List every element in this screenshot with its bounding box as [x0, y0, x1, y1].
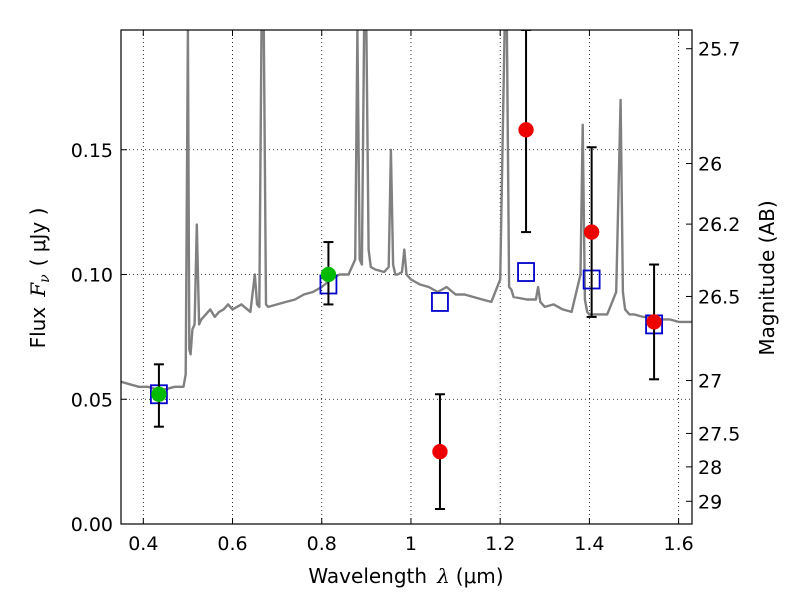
y-axis-label-sub: ν: [37, 274, 53, 283]
model-spectrum: [121, 30, 692, 391]
mag-tick-label: 26: [698, 153, 722, 175]
y-tick-label: 0.15: [71, 140, 113, 162]
plot-frame: [120, 29, 693, 525]
spectrum-line: [121, 30, 692, 391]
x-tick-label: 0.6: [217, 533, 247, 555]
mag-tick-label: 26.2: [698, 214, 740, 236]
mag-tick-label: 26.5: [698, 286, 740, 308]
x-axis-label-prefix: Wavelength: [308, 564, 427, 588]
y-axis-label: Flux Fν ( μJy ): [26, 208, 53, 349]
observed-flux-point: [432, 443, 448, 460]
y-axis-label-unit: ( μJy ): [26, 208, 50, 267]
mag-tick-label: 28: [698, 457, 722, 479]
mag-tick-label: 25.7: [698, 39, 740, 61]
photometry-points: [150, 30, 663, 511]
observed-flux-point: [518, 122, 534, 138]
x-tick-label: 0.4: [128, 533, 158, 555]
observed-flux-point: [320, 266, 337, 283]
mag-tick-label: 27: [698, 371, 722, 393]
x-tick-label: 1: [405, 533, 417, 555]
observed-flux-point: [151, 386, 167, 403]
x-tick-label: 0.8: [307, 533, 337, 555]
y-axis-label-prefix: Flux: [26, 307, 50, 349]
grid-lines: [121, 30, 692, 525]
observed-flux-point: [583, 224, 600, 240]
x-axis-label-lambda: λ: [436, 564, 450, 588]
axis-ticks: 0.4 0.6 0.8 1 1.2 1.4 1.6 0.00 0.05 0.10 0.15 25.7 2…: [71, 30, 740, 555]
y-axis-label-symbol: F: [26, 282, 50, 298]
x-axis-label: Wavelength λ (μm): [308, 564, 503, 588]
mag-tick-label: 29: [698, 491, 722, 513]
x-tick-label: 1.2: [485, 533, 515, 555]
x-tick-label: 1.6: [664, 533, 694, 555]
y2-axis-label: Magnitude (AB): [755, 200, 779, 355]
x-axis-label-unit: (μm): [456, 564, 504, 588]
x-tick-label: 1.4: [574, 533, 604, 555]
mag-tick-label: 27.5: [698, 423, 740, 445]
model-flux-square: [517, 262, 535, 282]
y-tick-label: 0.10: [71, 265, 113, 287]
y-tick-label: 0.05: [71, 389, 113, 411]
y-tick-label: 0.00: [71, 514, 113, 536]
observed-flux-point: [646, 314, 662, 330]
model-flux-square: [431, 292, 449, 312]
